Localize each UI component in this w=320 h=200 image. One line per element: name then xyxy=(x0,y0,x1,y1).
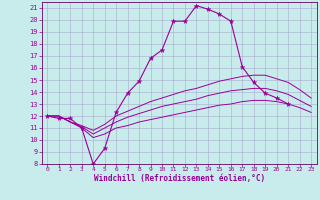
X-axis label: Windchill (Refroidissement éolien,°C): Windchill (Refroidissement éolien,°C) xyxy=(94,174,265,183)
